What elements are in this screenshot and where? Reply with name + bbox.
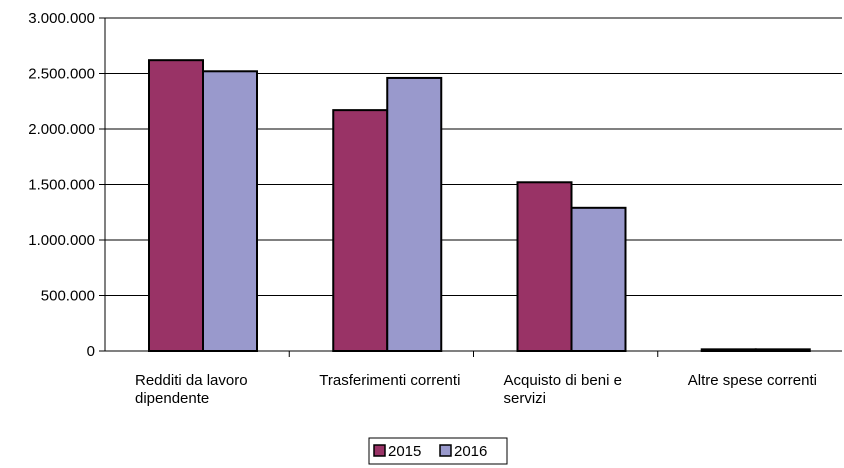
bar-2016-2 bbox=[570, 206, 627, 352]
bar-2016-0 bbox=[202, 70, 258, 352]
x-category-label: Altre spese correnti bbox=[688, 372, 817, 389]
axes bbox=[99, 17, 842, 357]
y-tick-label: 1.000.000 bbox=[28, 232, 95, 249]
y-tick-label: 3.000.000 bbox=[28, 10, 95, 27]
y-tick-label: 2.000.000 bbox=[28, 121, 95, 138]
x-category-label: Acquisto di beni e bbox=[504, 372, 622, 389]
legend-label-2015: 2015 bbox=[388, 443, 421, 460]
bars bbox=[148, 59, 811, 353]
x-category-label: dipendente bbox=[135, 390, 209, 407]
bar-2015-1 bbox=[332, 109, 389, 352]
bar-2015-2 bbox=[516, 181, 573, 352]
y-tick-label: 0 bbox=[87, 343, 95, 360]
legend: 2015 2016 bbox=[368, 437, 508, 465]
legend-label-2016: 2016 bbox=[454, 443, 487, 460]
bar-2016-1 bbox=[386, 76, 443, 352]
x-category-label: Redditi da lavoro bbox=[135, 372, 248, 389]
legend-swatch-2015 bbox=[373, 444, 386, 457]
y-tick-labels: 0 500.000 1.000.000 1.500.000 2.000.000 2.500… bbox=[28, 10, 95, 360]
y-tick-label: 500.000 bbox=[41, 288, 95, 305]
x-category-label: Trasferimenti correnti bbox=[319, 372, 460, 389]
y-tick-label: 2.500.000 bbox=[28, 66, 95, 83]
bar-2015-0 bbox=[148, 59, 204, 353]
legend-swatch-2016 bbox=[439, 444, 452, 457]
x-category-label: servizi bbox=[504, 390, 547, 407]
legend-box bbox=[368, 437, 508, 465]
y-tick-label: 1.500.000 bbox=[28, 177, 95, 194]
